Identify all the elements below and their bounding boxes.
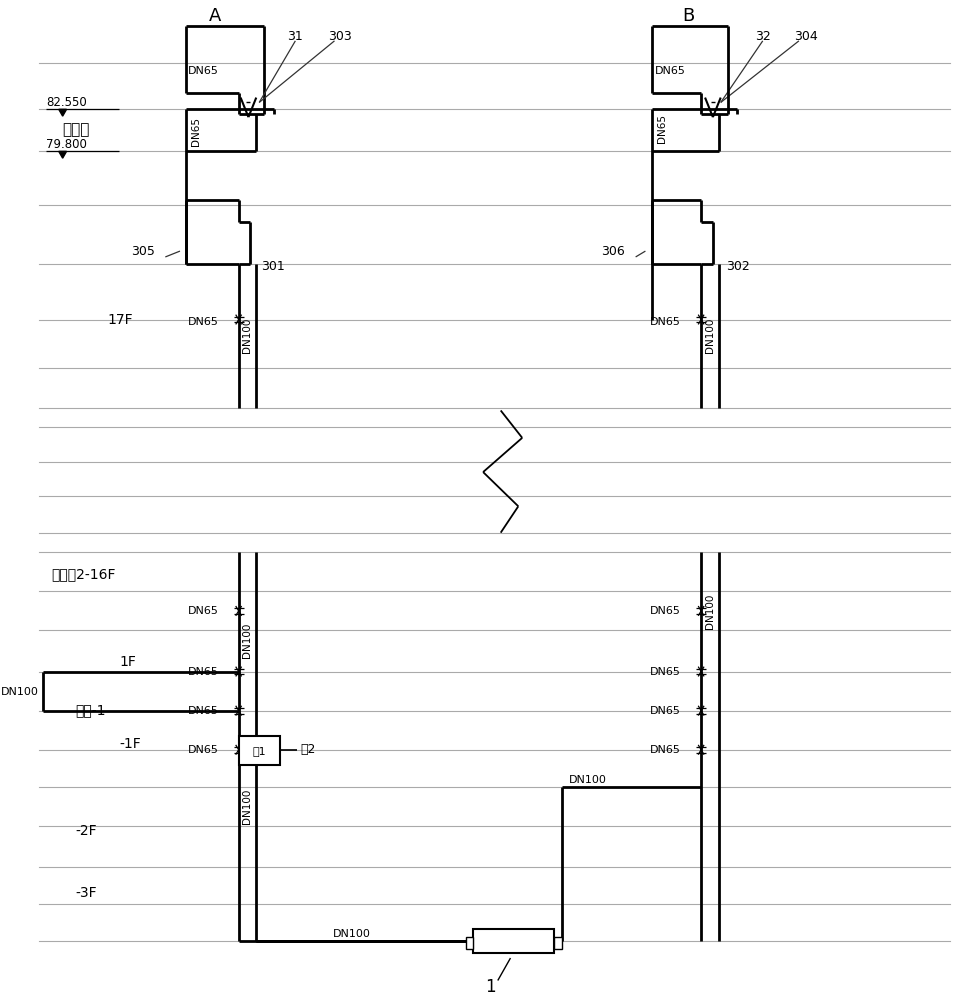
Text: DN65: DN65 [188, 667, 219, 677]
Text: 306: 306 [602, 245, 625, 258]
Text: -2F: -2F [76, 824, 97, 838]
Text: 304: 304 [794, 30, 817, 43]
Text: DN65: DN65 [191, 117, 200, 146]
Text: DN65: DN65 [650, 317, 681, 327]
Bar [466, 937, 473, 949]
Text: 夹层-1: 夹层-1 [76, 704, 106, 718]
Bar [554, 937, 563, 949]
Text: A: A [209, 7, 222, 25]
Text: DN65: DN65 [188, 317, 219, 327]
Text: -3F: -3F [76, 886, 97, 900]
Bar [239, 736, 280, 765]
Text: DN65: DN65 [650, 706, 681, 716]
Text: 阀2: 阀2 [300, 743, 316, 756]
Text: DN65: DN65 [657, 114, 667, 143]
Text: 79.800: 79.800 [46, 138, 87, 151]
Text: 302: 302 [727, 260, 750, 273]
Text: DN65: DN65 [650, 745, 681, 755]
Text: DN100: DN100 [570, 775, 608, 785]
Text: 17F: 17F [108, 313, 133, 327]
Text: DN100: DN100 [242, 623, 253, 658]
Text: 阀1: 阀1 [253, 746, 266, 756]
Text: B: B [682, 7, 695, 25]
Text: DN100: DN100 [1, 687, 39, 697]
Text: 301: 301 [261, 260, 285, 273]
Text: 303: 303 [328, 30, 352, 43]
Text: 82.550: 82.550 [46, 96, 87, 109]
Text: 32: 32 [755, 30, 771, 43]
Polygon shape [58, 151, 66, 158]
Text: DN100: DN100 [242, 317, 253, 353]
Text: DN65: DN65 [188, 706, 219, 716]
Text: 1: 1 [486, 978, 497, 996]
Text: 1F: 1F [120, 655, 136, 669]
Bar [473, 929, 554, 953]
Text: DN65: DN65 [188, 606, 219, 616]
Text: -1F: -1F [120, 737, 141, 751]
Text: 305: 305 [131, 245, 155, 258]
Text: DN65: DN65 [650, 606, 681, 616]
Text: DN100: DN100 [332, 929, 370, 939]
Text: DN100: DN100 [705, 593, 715, 629]
Text: DN65: DN65 [650, 667, 681, 677]
Text: 夹层、2-16F: 夹层、2-16F [51, 567, 116, 581]
Text: DN65: DN65 [188, 745, 219, 755]
Text: DN100: DN100 [705, 317, 715, 353]
Text: DN100: DN100 [242, 789, 253, 824]
Polygon shape [58, 109, 66, 116]
Text: DN65: DN65 [655, 66, 686, 76]
Text: DN65: DN65 [188, 66, 219, 76]
Text: 机房层: 机房层 [62, 122, 90, 137]
Text: 31: 31 [288, 30, 303, 43]
